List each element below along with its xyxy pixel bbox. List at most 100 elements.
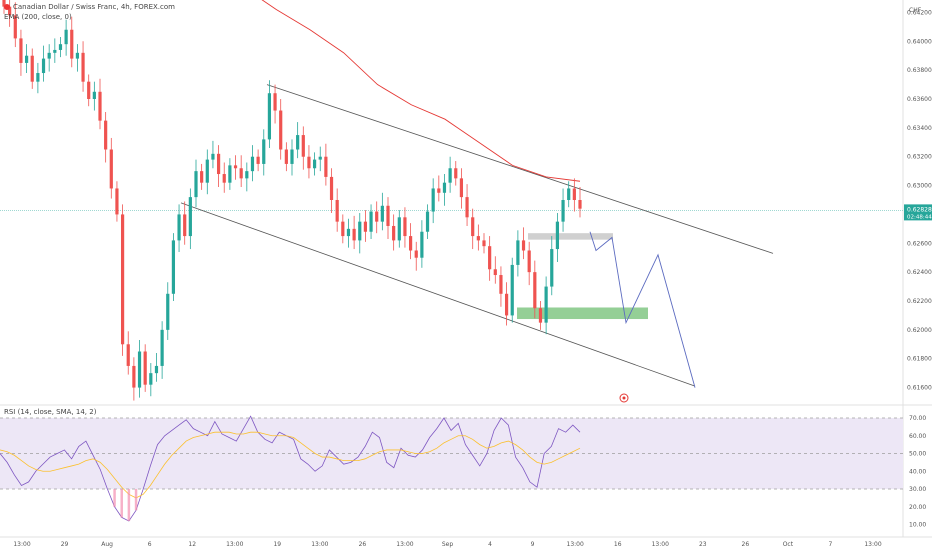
price-badge [904, 204, 932, 221]
candle-body [98, 91, 102, 121]
candle-body [403, 217, 407, 237]
candle-body [120, 214, 125, 345]
candle-body [358, 221, 362, 241]
channel-upper-line [266, 84, 774, 254]
candle-body [58, 44, 63, 50]
candle-body [329, 176, 334, 200]
candle-body [431, 188, 435, 212]
candle-body [482, 240, 486, 247]
candle-body [533, 272, 537, 309]
rsi-tick-label: 20.00 [909, 504, 926, 511]
time-tick-label: 13:00 [226, 541, 243, 548]
candle-body [149, 373, 153, 385]
event-flag-dot [622, 396, 626, 400]
time-tick-label: Sep [442, 541, 454, 548]
candle-body [471, 217, 475, 237]
time-tick-label: 13:00 [567, 541, 584, 548]
candle-body [290, 149, 294, 164]
time-tick-label: 4 [488, 541, 492, 548]
candle-body [341, 221, 345, 237]
candle-body [228, 165, 232, 183]
rsi-ma-line [0, 431, 581, 499]
candle-body [510, 264, 514, 316]
rsi-tick-label: 70.00 [909, 415, 926, 422]
symbol-title: Canadian Dollar / Swiss Franc, 4h, FOREX… [13, 3, 175, 11]
time-tick-label: 29 [61, 541, 69, 548]
rsi-tick-label: 50.00 [909, 451, 926, 458]
candle-body [538, 308, 543, 323]
price-tick-label: 0.61800 [907, 356, 932, 363]
candle-body [166, 293, 170, 330]
candle-body [369, 211, 373, 232]
candle-body [47, 52, 51, 59]
candle-body [200, 171, 204, 183]
rsi-tick-label: 40.00 [909, 468, 926, 475]
candle-body [81, 52, 85, 82]
candle-body [222, 174, 226, 183]
candle-body [53, 49, 57, 53]
candle-body [414, 250, 418, 258]
countdown-text: 02:48:44 [907, 214, 932, 220]
price-tick-label: 0.64000 [907, 38, 932, 45]
candle-body [312, 159, 317, 169]
candle-body [273, 93, 277, 111]
candle-body [267, 93, 272, 140]
candle-body [499, 275, 503, 294]
candle-body [262, 139, 266, 164]
price-tick-label: 0.63400 [907, 125, 932, 132]
candle-body [109, 149, 113, 189]
candle-body [194, 171, 198, 198]
time-tick-label: 12 [188, 541, 196, 548]
candle-body [154, 365, 159, 374]
candle-body [188, 197, 192, 237]
price-tick-label: 0.64200 [907, 9, 932, 16]
candle-body [442, 182, 447, 193]
candle-body [555, 221, 560, 250]
candle-body [488, 246, 492, 270]
candle-body [143, 351, 147, 385]
candle-body [420, 231, 424, 258]
candle-body [567, 188, 571, 200]
time-tick-label: 6 [148, 541, 152, 548]
candle-body [380, 205, 384, 222]
time-tick-label: 13:00 [864, 541, 881, 548]
candle-body [233, 165, 238, 169]
candle-body [516, 240, 520, 265]
time-tick-label: 13:00 [13, 541, 30, 548]
price-tick-label: 0.63600 [907, 96, 932, 103]
candle-body [64, 29, 68, 45]
candle-body [13, 15, 17, 39]
candle-body [41, 58, 46, 74]
candle-body [324, 156, 328, 177]
candle-body [318, 156, 322, 160]
ema-legend: EMA (200, close, 0) [4, 13, 72, 21]
time-tick-label: 9 [531, 541, 535, 548]
time-tick-label: 19 [273, 541, 281, 548]
candle-body [19, 38, 23, 63]
candle-body [307, 156, 311, 169]
candle-body [572, 188, 576, 200]
candle-body [465, 197, 469, 218]
candle-body [279, 110, 283, 150]
demand-zone [517, 307, 648, 320]
rsi-tick-label: 10.00 [909, 522, 926, 529]
candle-body [544, 286, 548, 323]
candle-body [256, 156, 260, 164]
candle-body [425, 211, 430, 232]
current-price-text: 0.62828 [907, 206, 932, 213]
candle-body [527, 250, 531, 273]
candle-body [550, 249, 554, 287]
candle-body [250, 156, 255, 172]
time-tick-label: 13:00 [311, 541, 328, 548]
candle-body [132, 365, 136, 388]
candle-body [408, 236, 413, 251]
price-tick-label: 0.63800 [907, 67, 932, 74]
rsi-tick-label: 30.00 [909, 486, 926, 493]
candle-body [561, 200, 565, 222]
candle-body [177, 214, 181, 241]
time-tick-label: Oct [783, 541, 794, 548]
rsi-legend: RSI (14, close, SMA, 14, 2) [4, 408, 97, 416]
candle-body [2, 0, 6, 7]
